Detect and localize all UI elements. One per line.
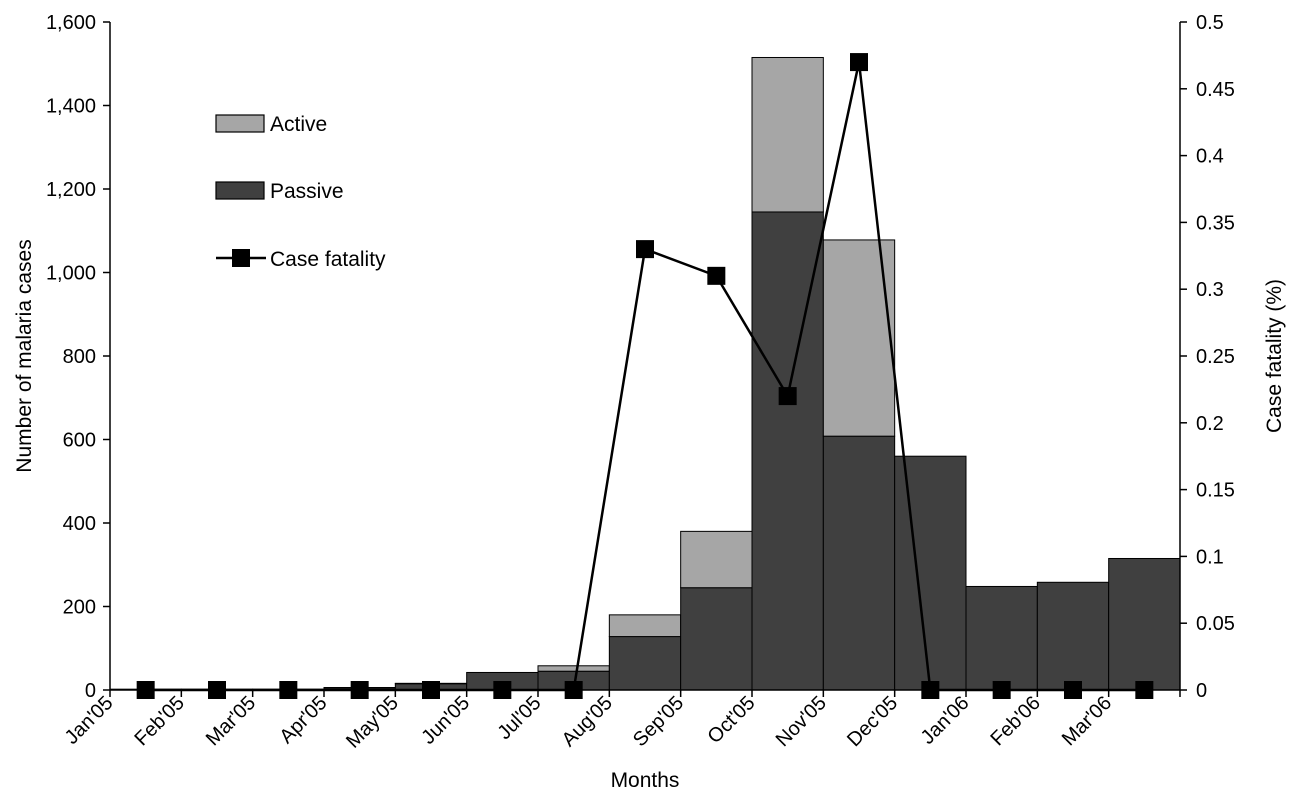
y-tick-label-3: 600: [63, 430, 96, 452]
y2-axis-title: Case fatality (%): [1263, 279, 1286, 433]
x-tick-label-4: May'05: [342, 692, 403, 753]
y2-tick-label-7: 0.35: [1196, 212, 1235, 234]
case-fatality-line-layer: [136, 53, 1154, 699]
x-tick-label-10: Nov'05: [772, 692, 831, 751]
y2-tick-label-10: 0.5: [1196, 12, 1224, 34]
legend-item-active: Active: [215, 113, 327, 136]
case-fatality-point-1: [208, 681, 226, 699]
y2-tick-label-4: 0.2: [1196, 413, 1224, 435]
bar-passive-8: [680, 587, 753, 691]
bar-active-10: [822, 239, 896, 437]
legend-swatch-active: [215, 114, 265, 133]
bar-passive-14: [1108, 557, 1181, 691]
bar-passive-10: [822, 435, 896, 691]
y-tick-label-2: 400: [63, 513, 96, 535]
x-tick-label-3: Apr'05: [276, 692, 332, 748]
x-tick-label-1: Feb'05: [131, 692, 189, 750]
x-ticks: Jan'05 Feb'05 Mar'05 Apr'05 May'05 Jun'05 Jul'…: [61, 690, 1181, 753]
bar-active-8: [680, 530, 753, 589]
bar-passive-12: [965, 585, 1038, 691]
y2-tick-label-6: 0.3: [1196, 279, 1224, 301]
x-tick-label-11: Dec'05: [843, 692, 902, 751]
x-tick-label-9: Oct'05: [704, 692, 760, 748]
bars-layer: [109, 56, 1181, 691]
y-tick-label-4: 800: [63, 346, 96, 368]
x-tick-label-5: Jun'05: [417, 692, 474, 749]
case-fatality-point-8: [707, 266, 726, 285]
y-tick-label-1: 200: [63, 597, 96, 619]
bar-passive-11: [894, 455, 967, 691]
y2-tick-label-9: 0.45: [1196, 79, 1235, 101]
y-tick-label-0: 0: [85, 680, 96, 702]
x-tick-label-2: Mar'05: [202, 692, 260, 750]
x-tick-label-14: Mar'06: [1058, 692, 1116, 750]
bar-passive-13: [1036, 581, 1110, 691]
case-fatality-point-0: [136, 681, 155, 699]
y-axis-title: Number of malaria cases: [13, 239, 36, 472]
legend-item-case-fatality: Case fatality: [216, 248, 386, 271]
case-fatality-point-2: [279, 681, 298, 699]
y2-tick-label-8: 0.4: [1196, 146, 1224, 168]
y2-tick-label-3: 0.15: [1196, 480, 1235, 502]
legend-item-passive: Passive: [215, 180, 344, 203]
x-axis-title: Months: [611, 769, 680, 792]
x-tick-label-13: Feb'06: [987, 692, 1045, 750]
case-fatality-point-11: [921, 681, 940, 699]
x-tick-label-7: Aug'05: [558, 692, 617, 751]
y-ticks-left: 0 200 400 600 800 1,000 1,200 1,400 1,600: [46, 12, 110, 702]
y-tick-label-5: 1,000: [46, 263, 96, 285]
y2-tick-label-1: 0.05: [1196, 613, 1235, 635]
y-tick-label-8: 1,600: [46, 12, 96, 34]
legend-swatch-passive: [215, 181, 265, 200]
case-fatality-point-13: [1064, 681, 1082, 699]
case-fatality-point-10: [850, 53, 868, 72]
y-tick-label-7: 1,400: [46, 96, 96, 118]
bar-active-9: [751, 56, 824, 213]
legend-marker-case-fatality: [232, 249, 250, 267]
y-tick-label-6: 1,200: [46, 179, 96, 201]
case-fatality-point-14: [1135, 681, 1154, 699]
x-tick-label-12: Jan'06: [917, 692, 974, 749]
bar-active-7: [608, 614, 682, 638]
legend-label-active: Active: [270, 113, 327, 136]
x-tick-label-8: Sep'05: [629, 692, 688, 751]
y2-tick-label-5: 0.25: [1196, 346, 1235, 368]
legend-label-case-fatality: Case fatality: [270, 248, 386, 271]
legend-label-passive: Passive: [270, 180, 344, 203]
y2-tick-label-0: 0: [1196, 680, 1207, 702]
x-tick-label-6: Jul'05: [493, 692, 545, 744]
case-fatality-point-6: [564, 681, 583, 699]
case-fatality-point-7: [636, 240, 654, 259]
case-fatality-point-5: [493, 681, 512, 699]
bar-passive-7: [608, 636, 682, 691]
case-fatality-point-3: [350, 681, 369, 699]
case-fatality-point-4: [422, 681, 440, 699]
y2-tick-label-2: 0.1: [1196, 546, 1224, 568]
legend: Active Passive Case fatality: [215, 113, 386, 271]
bar-active-6: [537, 665, 610, 672]
case-fatality-point-9: [778, 387, 797, 406]
y-ticks-right: 0 0.05 0.1 0.15 0.2 0.25 0.3 0.35 0.4 0.45 0.5: [1180, 12, 1235, 702]
case-fatality-point-12: [992, 681, 1011, 699]
